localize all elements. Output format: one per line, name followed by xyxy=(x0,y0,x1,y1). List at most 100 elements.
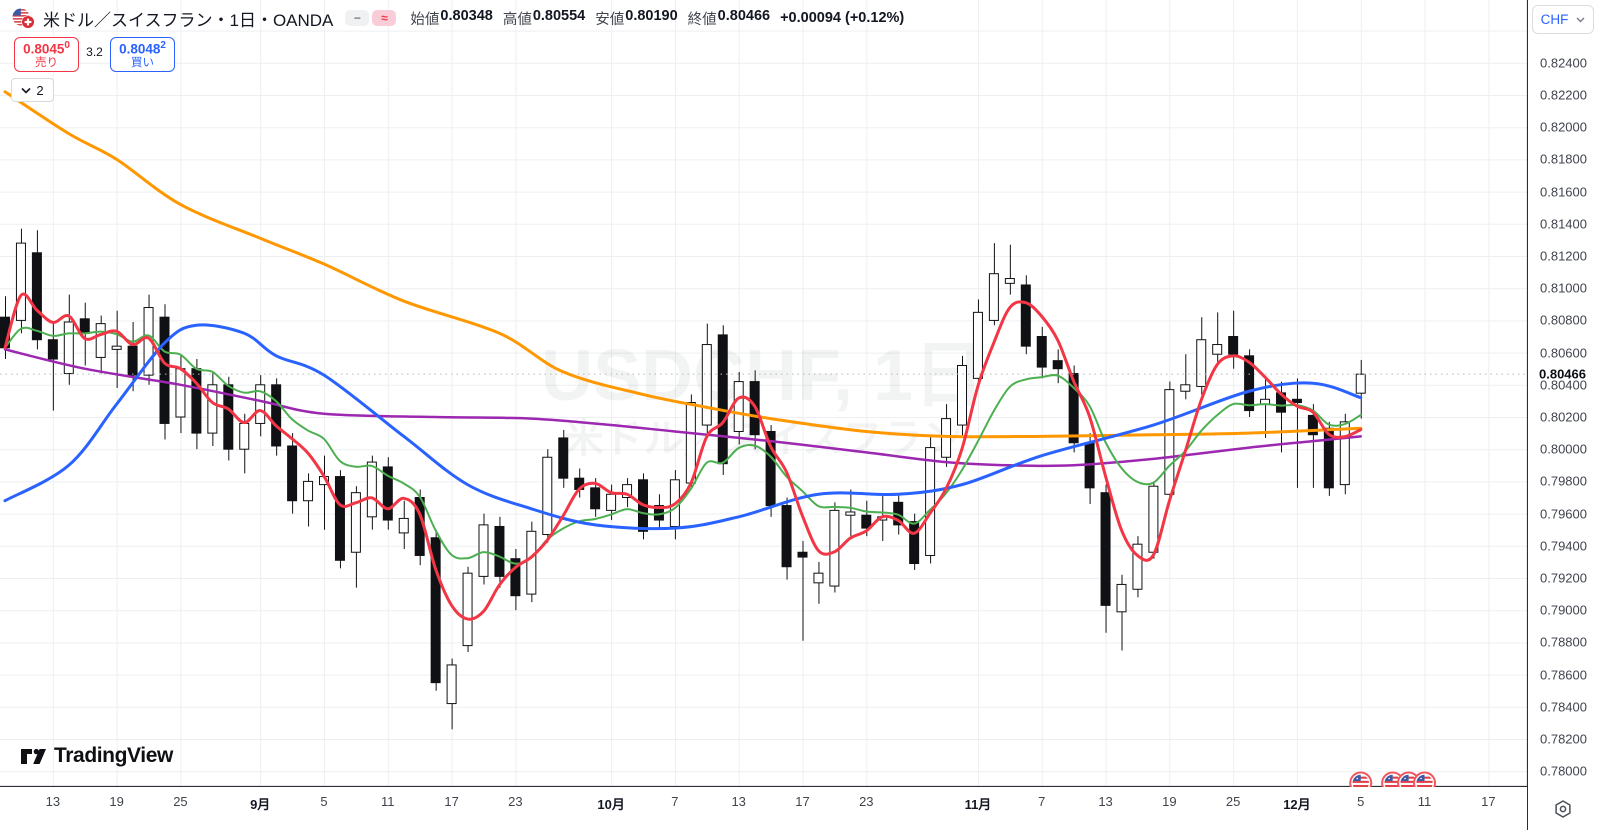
candle-body xyxy=(1132,543,1143,590)
indicators-collapse-toggle[interactable]: 2 xyxy=(11,78,54,102)
price-axis-label: 0.82400 xyxy=(1540,55,1587,71)
currency-selector[interactable]: CHF xyxy=(1532,5,1594,34)
price-axis-label: 0.78200 xyxy=(1540,731,1587,747)
candle-body xyxy=(941,418,952,458)
tradingview-logo-icon xyxy=(21,748,46,764)
candle-body xyxy=(398,517,409,534)
candle-body xyxy=(95,323,106,358)
high-value: 0.80554 xyxy=(532,7,586,24)
market-status-icon[interactable]: − xyxy=(345,10,370,26)
ma-line xyxy=(3,348,1362,468)
price-axis-label: 0.80600 xyxy=(1540,345,1587,361)
time-axis-label: 7 xyxy=(1038,794,1046,809)
candle-body xyxy=(271,384,282,447)
high-label: 高値 xyxy=(502,11,532,28)
time-axis-label: 10月 xyxy=(597,797,625,812)
candle-body xyxy=(79,318,90,334)
price-axis-label: 0.78600 xyxy=(1540,667,1587,683)
candles xyxy=(0,228,1366,730)
candle-body xyxy=(797,551,808,558)
price-axis[interactable]: CHF 0.80466 0.82400 0.82200 0.82000 0.81800… xyxy=(1528,0,1598,787)
ma-line xyxy=(4,326,1362,565)
price-axis-label: 0.79000 xyxy=(1540,602,1587,618)
candle-body xyxy=(1164,389,1175,495)
candle-body xyxy=(31,252,42,341)
candle-body xyxy=(1004,278,1015,284)
candle-body xyxy=(861,514,872,529)
candle-body xyxy=(765,430,776,507)
candle-body xyxy=(988,273,999,321)
price-axis-label: 0.78800 xyxy=(1540,634,1587,650)
axis-settings-corner[interactable] xyxy=(1528,787,1598,830)
candle-body xyxy=(909,521,920,565)
time-axis-label: 11 xyxy=(381,794,395,809)
open-label: 始値 xyxy=(410,11,440,28)
candle-body xyxy=(972,311,983,379)
price-axis-label: 0.81000 xyxy=(1540,280,1587,296)
trade-panel: 0.80450 売り 3.2 0.80482 買い xyxy=(14,37,175,72)
candle-body xyxy=(1052,360,1063,370)
delayed-data-icon[interactable]: ≈ xyxy=(372,10,397,26)
candle-body xyxy=(478,524,489,577)
time-axis-label: 11 xyxy=(1417,794,1432,809)
price-axis-label: 0.81600 xyxy=(1540,184,1587,200)
candle-body xyxy=(1307,414,1318,436)
time-axis-label: 7 xyxy=(671,794,679,809)
close-label: 終値 xyxy=(687,11,717,28)
time-axis-label: 13 xyxy=(1098,794,1113,809)
price-axis-label: 0.79200 xyxy=(1540,570,1587,586)
buy-button[interactable]: 0.80482 買い xyxy=(110,37,175,72)
price-axis-label: 0.81400 xyxy=(1540,216,1587,232)
spread-value: 3.2 xyxy=(86,45,103,59)
candle-body xyxy=(558,437,569,479)
time-axis-label: 25 xyxy=(1225,794,1241,809)
tradingview-logo[interactable]: TradingView xyxy=(20,744,173,768)
candle-body xyxy=(781,505,792,568)
price-axis-label: 0.80200 xyxy=(1540,409,1587,425)
candle-body xyxy=(446,664,457,705)
symbol-title[interactable]: 米ドル／スイスフラン・1日・OANDA xyxy=(43,10,334,30)
gear-icon[interactable] xyxy=(1553,799,1573,819)
price-axis-label: 0.81800 xyxy=(1540,151,1587,167)
candle-body xyxy=(287,445,298,502)
chevron-down-icon xyxy=(1576,17,1585,22)
price-axis-label: 0.79800 xyxy=(1540,473,1587,489)
candle-body xyxy=(1196,339,1207,387)
candle-body xyxy=(1212,344,1223,355)
ohlc-readout: 始値 0.80348 高値 0.80554 安値 0.80190 終値 0.80466 … xyxy=(410,8,904,29)
candle-body xyxy=(717,334,728,465)
low-value: 0.80190 xyxy=(625,7,678,24)
candle-body xyxy=(622,484,633,498)
price-axis-label: 0.80800 xyxy=(1540,312,1587,328)
candle-body xyxy=(303,480,314,502)
time-axis-label: 11月 xyxy=(964,797,992,812)
price-axis-label: 0.79400 xyxy=(1540,538,1587,554)
time-axis-label: 5 xyxy=(320,794,328,809)
candle-body xyxy=(175,368,186,418)
candle-body xyxy=(1180,384,1191,392)
price-axis-label: 0.78000 xyxy=(1540,763,1587,779)
candle-body xyxy=(366,461,377,518)
symbol-legend[interactable]: 米ドル／スイスフラン・1日・OANDA − ≈ 始値 0.80348 高値 0.80… xyxy=(12,6,904,30)
svg-text:USDCHF, 1日: USDCHF, 1日 xyxy=(541,336,985,416)
sell-button[interactable]: 0.80450 売り xyxy=(14,37,79,72)
time-axis-label: 17 xyxy=(444,794,459,809)
candle-body xyxy=(255,384,266,424)
candle-body xyxy=(957,364,967,426)
price-axis-label: 0.82000 xyxy=(1540,119,1587,135)
tradingview-logo-text: TradingView xyxy=(54,744,173,767)
candle-body xyxy=(239,422,250,450)
candle-body xyxy=(63,321,74,375)
candle-body xyxy=(542,456,553,536)
candle-body xyxy=(15,242,26,321)
time-axis[interactable]: 13 19 25 9月 5 11 17 23 10月 7 13 17 23 11月 7 13 19 25 12月 5 1… xyxy=(0,787,1527,830)
candle-body xyxy=(1020,284,1031,347)
time-axis-label: 19 xyxy=(1162,794,1177,809)
price-axis-label: 0.82200 xyxy=(1540,87,1587,103)
time-axis-label: 13 xyxy=(45,794,61,809)
candle-body xyxy=(1148,485,1159,553)
